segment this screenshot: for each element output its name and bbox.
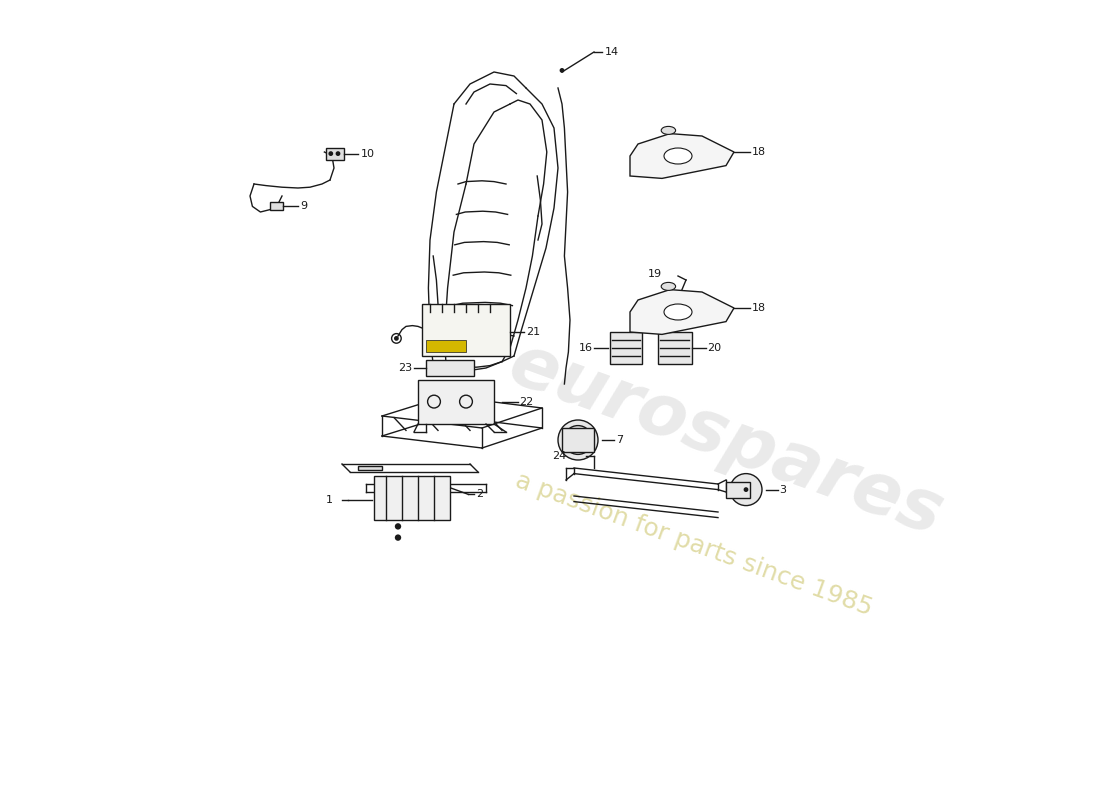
Ellipse shape bbox=[664, 148, 692, 164]
Ellipse shape bbox=[664, 304, 692, 320]
FancyBboxPatch shape bbox=[610, 332, 642, 364]
Ellipse shape bbox=[661, 126, 675, 134]
Circle shape bbox=[560, 68, 564, 73]
Circle shape bbox=[394, 336, 399, 341]
Circle shape bbox=[329, 151, 333, 156]
FancyBboxPatch shape bbox=[374, 476, 450, 520]
FancyBboxPatch shape bbox=[418, 380, 494, 424]
Text: 14: 14 bbox=[604, 47, 618, 57]
Text: 23: 23 bbox=[398, 363, 412, 373]
Circle shape bbox=[558, 420, 598, 460]
Text: 9: 9 bbox=[300, 201, 308, 210]
Text: 2: 2 bbox=[476, 490, 484, 499]
FancyBboxPatch shape bbox=[358, 466, 382, 470]
Ellipse shape bbox=[661, 282, 675, 290]
Text: 10: 10 bbox=[361, 149, 374, 158]
FancyBboxPatch shape bbox=[658, 332, 692, 364]
FancyBboxPatch shape bbox=[326, 148, 343, 160]
FancyBboxPatch shape bbox=[562, 428, 594, 452]
FancyBboxPatch shape bbox=[426, 340, 466, 352]
Circle shape bbox=[744, 487, 748, 492]
FancyBboxPatch shape bbox=[422, 304, 510, 356]
Polygon shape bbox=[630, 290, 734, 334]
Text: 24: 24 bbox=[552, 451, 567, 461]
Text: eurospares: eurospares bbox=[499, 330, 953, 550]
Text: 1: 1 bbox=[326, 495, 332, 505]
Text: 3: 3 bbox=[780, 485, 786, 494]
FancyBboxPatch shape bbox=[726, 482, 750, 498]
Text: a passion for parts since 1985: a passion for parts since 1985 bbox=[513, 468, 876, 620]
Text: 22: 22 bbox=[519, 398, 534, 407]
Circle shape bbox=[395, 534, 402, 541]
Text: 20: 20 bbox=[707, 343, 722, 353]
Circle shape bbox=[395, 523, 402, 530]
Text: 21: 21 bbox=[526, 327, 540, 337]
Text: 18: 18 bbox=[751, 147, 766, 157]
FancyBboxPatch shape bbox=[426, 360, 474, 376]
Text: 7: 7 bbox=[616, 435, 623, 445]
Circle shape bbox=[730, 474, 762, 506]
Text: 18: 18 bbox=[751, 303, 766, 313]
Text: 19: 19 bbox=[648, 269, 662, 278]
Circle shape bbox=[336, 151, 340, 156]
FancyBboxPatch shape bbox=[270, 202, 283, 210]
Text: 16: 16 bbox=[579, 343, 593, 353]
Polygon shape bbox=[630, 134, 734, 178]
